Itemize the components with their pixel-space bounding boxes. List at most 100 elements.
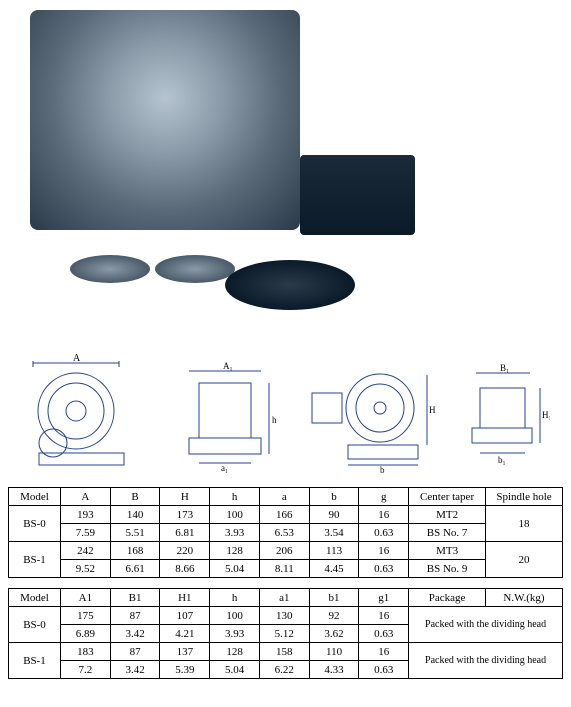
cell: 158 <box>259 643 309 661</box>
cell: 6.89 <box>61 625 111 643</box>
drawing-front: A <box>21 353 146 473</box>
col-A: A <box>61 488 111 506</box>
cell: 16 <box>359 542 409 560</box>
spec-table-1: Model A B H h a b g Center taper Spindle… <box>8 487 563 578</box>
drawing-tailstock-side: B₁ H₁ b₁ <box>460 353 550 473</box>
col-model: Model <box>9 589 61 607</box>
cell: 175 <box>61 607 111 625</box>
cell: 4.21 <box>160 625 210 643</box>
cell: 0.63 <box>359 524 409 542</box>
cell: 4.45 <box>309 560 359 578</box>
table-row: BS-0 193 140 173 100 166 90 16 MT2 18 <box>9 506 563 524</box>
dim-label-a1: a₁ <box>221 463 228 473</box>
col-g1: g1 <box>359 589 409 607</box>
cell-model: BS-1 <box>9 643 61 679</box>
cell: 9.52 <box>61 560 111 578</box>
cell: 0.63 <box>359 625 409 643</box>
cell: 166 <box>259 506 309 524</box>
cell: 3.93 <box>210 625 260 643</box>
cell: 220 <box>160 542 210 560</box>
col-H1: H1 <box>160 589 210 607</box>
cell: 8.66 <box>160 560 210 578</box>
cell: 3.42 <box>110 625 160 643</box>
cell: 168 <box>110 542 160 560</box>
dim-label-B1: B₁ <box>500 363 509 373</box>
col-b1: b1 <box>309 589 359 607</box>
backplate-photo <box>225 260 355 310</box>
product-photo-area <box>0 0 571 340</box>
dim-label-A: A <box>73 353 81 364</box>
col-spindle-hole: Spindle hole <box>486 488 563 506</box>
table-row: 9.52 6.61 8.66 5.04 8.11 4.45 0.63 BS No… <box>9 560 563 578</box>
cell: 6.22 <box>259 661 309 679</box>
cell: 110 <box>309 643 359 661</box>
cell: 107 <box>160 607 210 625</box>
tailstock-photo <box>300 155 415 235</box>
cell: 5.39 <box>160 661 210 679</box>
cell: 16 <box>359 506 409 524</box>
cell: 3.42 <box>110 661 160 679</box>
cell-spindle: 20 <box>486 542 563 578</box>
col-H: H <box>160 488 210 506</box>
cell: 7.59 <box>61 524 111 542</box>
cell-model: BS-1 <box>9 542 61 578</box>
cell: 8.11 <box>259 560 309 578</box>
col-h2: h <box>210 589 260 607</box>
cell: 7.2 <box>61 661 111 679</box>
cell: 5.04 <box>210 661 260 679</box>
col-center-taper: Center taper <box>409 488 486 506</box>
dim-label-b: b <box>380 465 385 473</box>
cell: 100 <box>210 607 260 625</box>
dim-label-H: H <box>429 405 436 415</box>
col-model: Model <box>9 488 61 506</box>
cell: 3.93 <box>210 524 260 542</box>
cell: 242 <box>61 542 111 560</box>
drawing-side: A₁ h a₁ <box>169 353 279 473</box>
cell: 193 <box>61 506 111 524</box>
cell: 128 <box>210 643 260 661</box>
cell: 5.51 <box>110 524 160 542</box>
cell: 4.33 <box>309 661 359 679</box>
cell: 6.81 <box>160 524 210 542</box>
cell: BS No. 7 <box>409 524 486 542</box>
cell: 206 <box>259 542 309 560</box>
spec-table-2: Model A1 B1 H1 h a1 b1 g1 Package N.W.(k… <box>8 588 563 679</box>
dim-label-h: h <box>272 415 277 425</box>
cell: 3.62 <box>309 625 359 643</box>
table-row: BS-1 242 168 220 128 206 113 16 MT3 20 <box>9 542 563 560</box>
col-A1: A1 <box>61 589 111 607</box>
col-package: Package <box>409 589 486 607</box>
cell: 16 <box>359 643 409 661</box>
cell: 6.61 <box>110 560 160 578</box>
dim-label-A1: A₁ <box>223 361 233 371</box>
drawing-top: H b <box>302 353 437 473</box>
cell: 3.54 <box>309 524 359 542</box>
cell: 113 <box>309 542 359 560</box>
table-row: BS-1 183 87 137 128 158 110 16 Packed wi… <box>9 643 563 661</box>
col-h: h <box>210 488 260 506</box>
cell-model: BS-0 <box>9 607 61 643</box>
cell: 173 <box>160 506 210 524</box>
cell: 87 <box>110 643 160 661</box>
spec-tables: Model A B H h a b g Center taper Spindle… <box>0 485 571 691</box>
cell: 0.63 <box>359 560 409 578</box>
index-plate-photo-1 <box>70 255 150 283</box>
cell: BS No. 9 <box>409 560 486 578</box>
cell: 100 <box>210 506 260 524</box>
table-header-row: Model A B H h a b g Center taper Spindle… <box>9 488 563 506</box>
cell: 16 <box>359 607 409 625</box>
table-header-row: Model A1 B1 H1 h a1 b1 g1 Package N.W.(k… <box>9 589 563 607</box>
cell: 5.12 <box>259 625 309 643</box>
col-B1: B1 <box>110 589 160 607</box>
cell: MT3 <box>409 542 486 560</box>
cell: 5.04 <box>210 560 260 578</box>
cell: 140 <box>110 506 160 524</box>
index-plate-photo-2 <box>155 255 235 283</box>
cell: 6.53 <box>259 524 309 542</box>
cell: 130 <box>259 607 309 625</box>
technical-drawings-row: A A₁ h a₁ <box>0 340 571 485</box>
col-a: a <box>259 488 309 506</box>
cell: 137 <box>160 643 210 661</box>
cell: 128 <box>210 542 260 560</box>
col-a1: a1 <box>259 589 309 607</box>
